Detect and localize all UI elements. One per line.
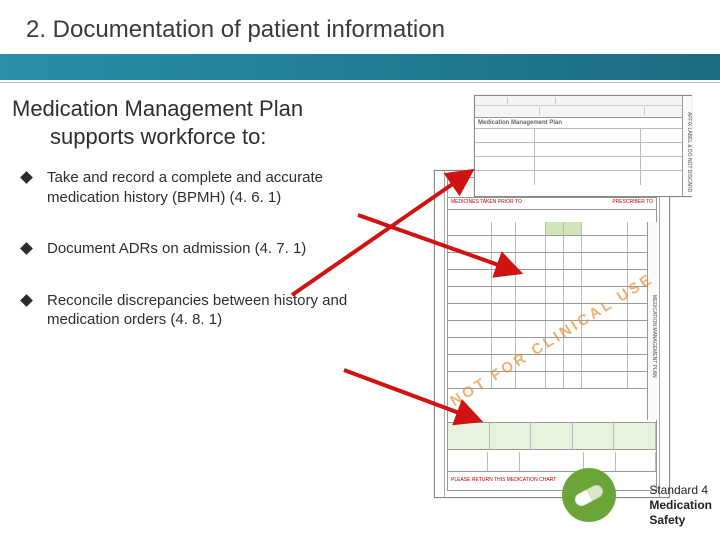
form-top-row: [475, 106, 691, 116]
grid-row: [448, 236, 656, 253]
form-main-grid: MEDICATION MANAGEMENT PLAN: [448, 222, 656, 420]
standard-topic-1: Medication: [649, 498, 712, 513]
teal-divider-band: [0, 54, 720, 80]
grid-row: [448, 287, 656, 304]
slide-title: 2. Documentation of patient information: [26, 16, 720, 44]
form-top-row: [475, 171, 691, 185]
form-mock-top: Medication Management Plan AFFIX LABEL &…: [474, 95, 692, 197]
diamond-icon: [20, 294, 33, 307]
lead-line-1: Medication Management Plan: [12, 96, 303, 121]
form-top-row: [475, 143, 691, 157]
list-item: Take and record a complete and accurate …: [12, 168, 382, 207]
grid-row: [448, 321, 656, 338]
grid-row: [448, 338, 656, 355]
slide-title-bar: 2. Documentation of patient information: [0, 0, 720, 54]
grid-row: [448, 355, 656, 372]
standard-topic-2: Safety: [649, 513, 712, 528]
form-mock-main: MEDICINES TAKEN PRIOR TO PRESCRIBER TO: [434, 170, 670, 498]
pill-icon: [573, 482, 606, 508]
list-item: Document ADRs on admission (4. 7. 1): [12, 239, 382, 259]
bullet-text: Reconcile discrepancies between history …: [47, 291, 382, 330]
form-top-row: [475, 96, 691, 106]
form-top-heading: Medication Management Plan: [475, 118, 691, 129]
form-top-side-label: AFFIX LABEL & DO NOT DISCARD: [682, 96, 692, 196]
form-top-row: [475, 157, 691, 171]
grid-row: [448, 253, 656, 270]
red-right: PRESCRIBER TO: [612, 199, 653, 208]
form-main-botrow: [448, 452, 656, 472]
form-main-foot: PLEASE RETURN THIS MEDICATION CHART: [448, 474, 656, 490]
grid-head: [448, 222, 656, 236]
grid-row: [448, 304, 656, 321]
standard-label: Standard 4 Medication Safety: [649, 483, 712, 528]
form-main-red-label: MEDICINES TAKEN PRIOR TO PRESCRIBER TO: [448, 198, 656, 210]
pill-badge-icon: [562, 468, 616, 522]
bullet-list: Take and record a complete and accurate …: [12, 168, 382, 330]
form-main-side-label: MEDICATION MANAGEMENT PLAN: [647, 222, 657, 420]
bullet-text: Document ADRs on admission (4. 7. 1): [47, 239, 306, 259]
bullet-text: Take and record a complete and accurate …: [47, 168, 382, 207]
red-left: MEDICINES TAKEN PRIOR TO: [451, 199, 522, 208]
standard-number: Standard 4: [649, 483, 712, 498]
perforation-left: [435, 171, 445, 497]
diamond-icon: [20, 242, 33, 255]
form-main-lowband: [448, 422, 656, 450]
list-item: Reconcile discrepancies between history …: [12, 291, 382, 330]
grid-row: [448, 270, 656, 287]
form-top-header: [475, 96, 691, 118]
perforation-right: [659, 171, 669, 497]
form-top-row: [475, 129, 691, 143]
form-main-inner: MEDICINES TAKEN PRIOR TO PRESCRIBER TO: [447, 177, 657, 491]
diamond-icon: [20, 171, 33, 184]
grid-row: [448, 372, 656, 389]
